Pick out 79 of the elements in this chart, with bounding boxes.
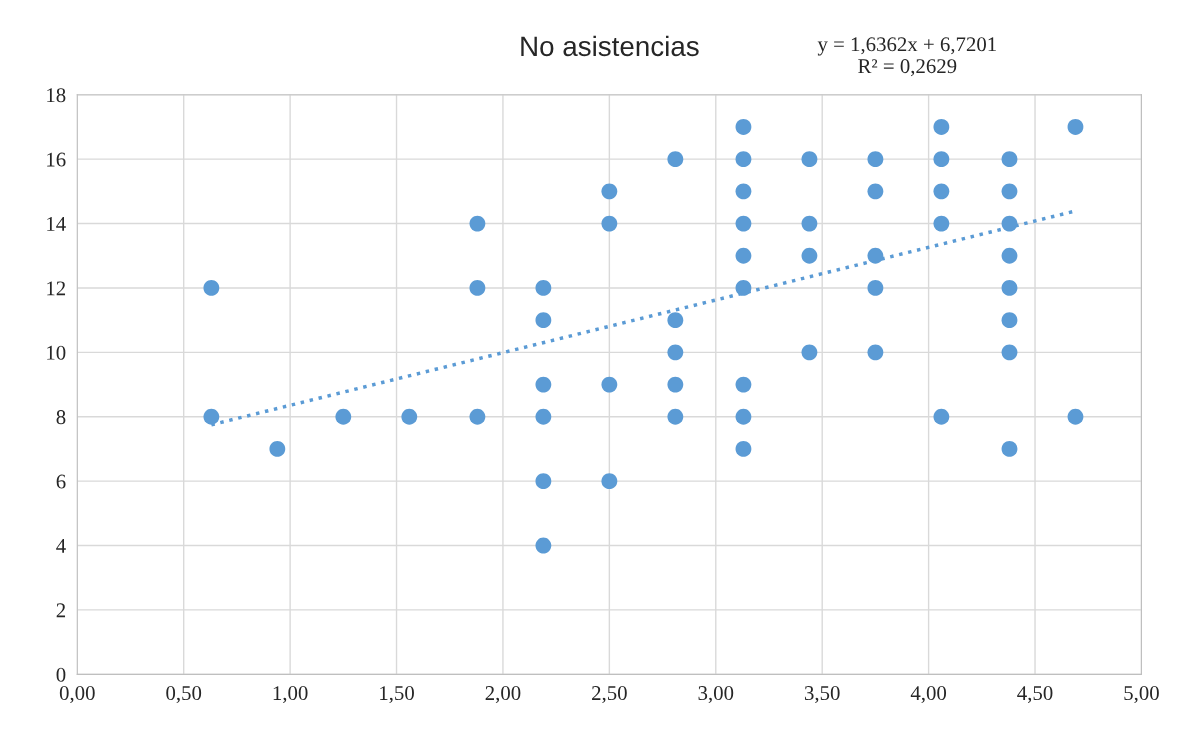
point — [867, 280, 884, 296]
point — [535, 376, 552, 393]
point — [535, 280, 552, 296]
x-tick-label: 2,00 — [485, 686, 521, 704]
point — [1001, 312, 1018, 329]
text: y = 1,6362x + 6,7201 R² = 0,2629 — [817, 37, 996, 77]
point — [735, 183, 752, 200]
point — [601, 183, 618, 200]
y-tick-label: 2 — [56, 603, 66, 618]
point — [933, 408, 950, 425]
point — [667, 376, 684, 393]
point — [735, 151, 752, 168]
point — [735, 280, 752, 296]
y-tick-label: 8 — [56, 410, 66, 425]
y-tick-label: 4 — [56, 539, 66, 553]
point — [469, 280, 486, 296]
point — [469, 215, 486, 232]
point — [1067, 119, 1084, 135]
point — [601, 215, 618, 232]
point — [801, 151, 818, 168]
point — [1001, 151, 1018, 168]
y-tick-label: 12 — [47, 281, 66, 296]
point — [735, 408, 752, 425]
x-tick-label: 4,50 — [1017, 686, 1053, 704]
point — [469, 408, 486, 425]
point — [933, 183, 950, 200]
point — [801, 247, 818, 264]
point — [667, 344, 684, 361]
point — [269, 441, 286, 457]
point — [867, 247, 884, 264]
point — [933, 151, 950, 168]
x-tick-label: 3,00 — [698, 686, 734, 704]
point — [735, 441, 752, 457]
y-tick-label: 6 — [56, 474, 66, 489]
point — [1001, 441, 1018, 457]
x-tick-label: 1,50 — [380, 686, 414, 704]
y-tick-label: 10 — [47, 345, 66, 360]
point — [335, 408, 352, 425]
point — [867, 183, 884, 200]
point — [1067, 408, 1084, 425]
point — [1001, 280, 1018, 296]
point — [535, 312, 552, 329]
point — [535, 537, 552, 554]
chart-title: No asistencias — [521, 35, 699, 57]
point — [667, 312, 684, 329]
y-tick-label: 16 — [47, 152, 66, 167]
point — [601, 376, 618, 393]
point — [801, 215, 818, 232]
point — [735, 376, 752, 393]
point — [933, 119, 950, 135]
x-tick-label: 4,00 — [910, 686, 947, 704]
point — [401, 408, 418, 425]
y-tick-label: 14 — [47, 217, 66, 231]
point — [203, 280, 220, 296]
x-tick-label: 0,50 — [166, 686, 202, 704]
point — [667, 151, 684, 168]
point — [867, 151, 884, 168]
point — [1001, 215, 1018, 232]
point — [667, 408, 684, 425]
x-tick-label: 0,00 — [59, 686, 95, 704]
point — [735, 215, 752, 232]
point — [1001, 247, 1018, 264]
point — [203, 408, 220, 425]
point — [801, 344, 818, 361]
x-tick-label: 3,50 — [804, 686, 840, 704]
point — [601, 473, 618, 490]
point — [535, 473, 552, 490]
point — [933, 215, 950, 232]
point — [867, 344, 884, 361]
point — [1001, 183, 1018, 200]
y-tick-label: 0 — [56, 667, 66, 682]
y-tick-label: 18 — [47, 88, 66, 103]
point — [1001, 344, 1018, 361]
x-tick-label: 1,00 — [273, 686, 308, 704]
x-tick-label: 5,00 — [1124, 686, 1159, 704]
point — [535, 408, 552, 425]
point — [735, 247, 752, 264]
x-tick-label: 2,50 — [592, 686, 627, 704]
point — [735, 119, 752, 135]
